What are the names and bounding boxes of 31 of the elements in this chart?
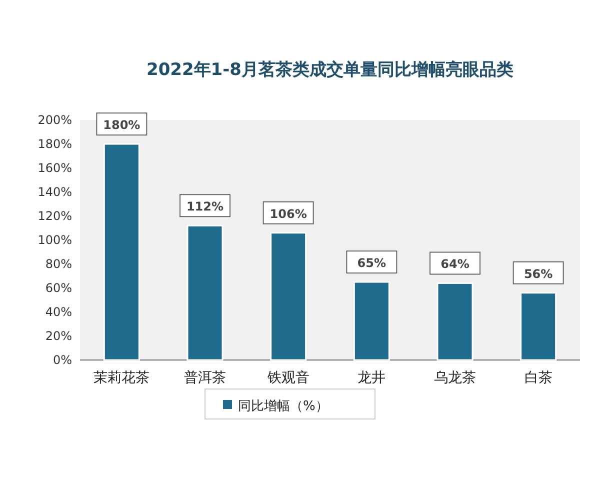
x-tick-label: 龙井 bbox=[358, 370, 386, 386]
data-label: 56% bbox=[524, 266, 553, 281]
chart-title: 2022年1-8月茗茶类成交单量同比增幅亮眼品类 bbox=[146, 60, 514, 80]
bar bbox=[186, 224, 224, 361]
y-tick-label: 140% bbox=[38, 185, 72, 199]
bar bbox=[436, 282, 474, 361]
y-tick-label: 0% bbox=[52, 353, 72, 367]
x-tick-label: 白茶 bbox=[524, 370, 552, 386]
bar bbox=[270, 232, 307, 361]
bar bbox=[520, 292, 557, 361]
x-tick-label: 铁观音 bbox=[266, 370, 310, 386]
data-label: 106% bbox=[270, 206, 307, 221]
y-tick-label: 200% bbox=[38, 113, 72, 127]
bar bbox=[353, 281, 390, 361]
x-tick-label: 普洱茶 bbox=[184, 369, 226, 386]
y-tick-label: 120% bbox=[38, 209, 72, 223]
data-label: 64% bbox=[440, 257, 470, 272]
data-label: 180% bbox=[103, 118, 140, 132]
bar bbox=[103, 143, 140, 361]
x-tick-label: 乌龙茶 bbox=[434, 370, 476, 386]
x-tick-label: 茉莉花茶 bbox=[94, 370, 150, 386]
data-label: 112% bbox=[186, 200, 224, 214]
legend-label: 同比增幅（%） bbox=[238, 399, 328, 414]
y-tick-label: 100% bbox=[38, 233, 72, 247]
y-tick-label: 80% bbox=[45, 257, 72, 271]
data-label: 65% bbox=[357, 256, 386, 270]
y-tick-label: 180% bbox=[38, 137, 72, 151]
y-tick-label: 60% bbox=[45, 281, 72, 295]
y-tick-label: 160% bbox=[38, 161, 72, 175]
y-tick-label: 40% bbox=[45, 305, 72, 319]
y-tick-label: 20% bbox=[45, 329, 72, 343]
